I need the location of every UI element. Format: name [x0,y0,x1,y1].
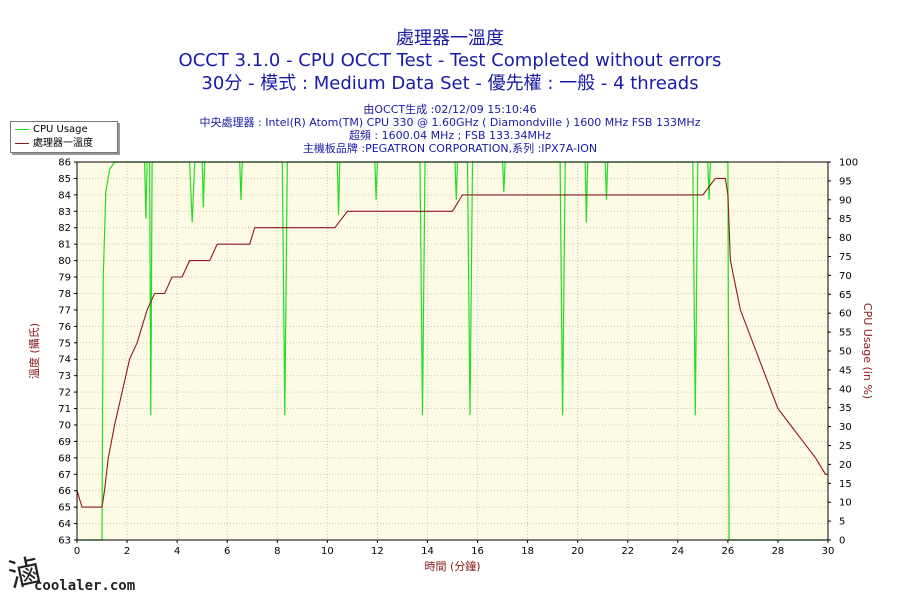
y-left-tick-label: 82 [58,223,71,234]
x-tick-label: 24 [671,546,684,557]
y-left-tick-label: 77 [58,305,71,316]
y-left-axis-title: 溫度 (攝氏) [27,323,41,379]
y-right-tick-label: 35 [839,403,852,414]
y-left-tick-label: 74 [58,355,71,366]
y-right-tick-label: 20 [839,460,852,471]
x-tick-label: 30 [822,546,835,557]
legend-swatch-temperature [15,142,29,144]
info-overclock: 超頻 : 1600.04 MHz ; FSB 133.34MHz [348,129,552,142]
y-left-tick-label: 66 [58,486,71,497]
y-right-tick-label: 0 [839,536,845,547]
y-left-tick-label: 75 [58,338,71,349]
y-left-tick-label: 84 [58,190,71,201]
y-left-tick-label: 71 [58,404,71,415]
x-tick-label: 28 [772,546,785,557]
x-tick-label: 20 [571,546,584,557]
y-right-tick-label: 70 [839,271,852,282]
y-left-tick-label: 63 [58,536,71,547]
y-right-axis-title: CPU Usage (in %) [861,303,874,399]
x-tick-label: 8 [274,546,280,557]
y-left-tick-label: 68 [58,453,71,464]
legend-label-cpu-usage: CPU Usage [33,124,88,135]
y-right-tick-label: 5 [839,517,845,528]
y-left-tick-label: 69 [58,437,71,448]
y-left-tick-label: 73 [58,371,71,382]
y-right-tick-label: 10 [839,498,852,509]
y-left-tick-label: 67 [58,470,71,481]
y-right-tick-label: 45 [839,365,852,376]
x-tick-label: 6 [224,546,230,557]
y-left-tick-label: 70 [58,420,71,431]
x-tick-label: 10 [321,546,334,557]
chart-title-line-1: 處理器一溫度 [396,28,504,49]
y-left-tick-label: 64 [58,519,71,530]
y-right-tick-label: 15 [839,479,852,490]
y-left-tick-label: 72 [58,388,71,399]
x-tick-label: 0 [74,546,80,557]
y-right-tick-label: 55 [839,328,852,339]
plot-area [77,162,828,540]
y-left-tick-label: 86 [58,158,71,169]
y-left-tick-label: 65 [58,503,71,514]
y-right-tick-label: 30 [839,422,852,433]
y-left-tick-label: 85 [58,174,71,185]
y-right-tick-label: 75 [839,252,852,263]
chart-legend: CPU Usage 處理器一溫度 [10,121,118,153]
watermark-text: coolaler.com [34,578,136,594]
x-tick-label: 18 [521,546,534,557]
chart-title-line-2: OCCT 3.1.0 - CPU OCCT Test - Test Comple… [178,50,722,71]
y-right-tick-label: 80 [839,233,852,244]
x-axis-title: 時間 (分鐘) [424,559,480,573]
x-tick-label: 22 [621,546,634,557]
legend-item-cpu-usage: CPU Usage [15,123,88,137]
y-right-tick-label: 60 [839,309,852,320]
y-right-tick-label: 40 [839,384,852,395]
y-right-tick-label: 100 [839,158,858,169]
y-left-tick-label: 83 [58,207,71,218]
y-left-tick-label: 76 [58,322,71,333]
legend-item-temperature: 處理器一溫度 [15,137,93,151]
legend-swatch-cpu-usage [15,128,29,130]
y-right-tick-label: 65 [839,290,852,301]
x-tick-label: 26 [721,546,734,557]
y-left-tick-label: 79 [58,273,71,284]
y-left-tick-label: 78 [58,289,71,300]
y-right-tick-label: 50 [839,347,852,358]
watermark-logo: 滷 coolaler.com [4,548,164,600]
y-right-tick-label: 25 [839,441,852,452]
y-right-tick-label: 90 [839,195,852,206]
chart-title-line-3: 30分 - 模式 : Medium Data Set - 優先權 : 一般 - … [201,73,699,94]
y-right-tick-label: 85 [839,214,852,225]
x-tick-label: 4 [174,546,180,557]
x-tick-label: 14 [421,546,434,557]
series-line-temperature [76,177,828,508]
info-cpu: 中央處理器 : Intel(R) Atom(TM) CPU 330 @ 1.60… [199,116,701,129]
y-left-tick-label: 81 [58,240,71,251]
x-tick-label: 12 [371,546,384,557]
x-tick-label: 16 [471,546,484,557]
y-left-tick-label: 80 [58,256,71,267]
info-created: 由OCCT生成 :02/12/09 15:10:46 [363,103,537,116]
info-motherboard: 主機板品牌 :PEGATRON CORPORATION,系列 :IPX7A-IO… [302,142,598,155]
legend-label-temperature: 處理器一溫度 [33,138,93,149]
x-tick-label: 2 [124,546,130,557]
y-right-tick-label: 95 [839,176,852,187]
